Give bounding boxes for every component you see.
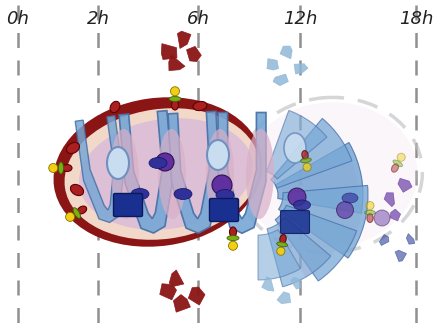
Wedge shape xyxy=(258,230,300,280)
Text: 0h: 0h xyxy=(6,10,29,28)
Polygon shape xyxy=(262,277,274,291)
Ellipse shape xyxy=(301,158,311,163)
Ellipse shape xyxy=(206,129,234,219)
Ellipse shape xyxy=(392,164,399,172)
Polygon shape xyxy=(384,193,395,207)
Ellipse shape xyxy=(107,147,129,179)
Ellipse shape xyxy=(374,210,390,226)
Ellipse shape xyxy=(216,189,234,200)
Polygon shape xyxy=(174,295,190,312)
Ellipse shape xyxy=(156,153,174,171)
Wedge shape xyxy=(281,153,358,204)
Ellipse shape xyxy=(366,202,374,210)
Polygon shape xyxy=(390,209,400,221)
Ellipse shape xyxy=(284,133,306,163)
Text: 2h: 2h xyxy=(86,10,109,28)
Ellipse shape xyxy=(243,103,417,247)
Ellipse shape xyxy=(77,206,87,214)
Polygon shape xyxy=(162,44,177,59)
Ellipse shape xyxy=(294,200,311,210)
Ellipse shape xyxy=(228,241,238,250)
Polygon shape xyxy=(119,111,173,233)
Ellipse shape xyxy=(207,140,229,170)
Polygon shape xyxy=(294,64,308,74)
Polygon shape xyxy=(169,270,184,286)
Polygon shape xyxy=(277,292,291,304)
Ellipse shape xyxy=(65,212,75,221)
Ellipse shape xyxy=(227,235,239,240)
Polygon shape xyxy=(178,31,191,48)
Ellipse shape xyxy=(302,151,308,159)
Ellipse shape xyxy=(171,100,178,110)
FancyBboxPatch shape xyxy=(210,198,239,221)
Polygon shape xyxy=(75,116,123,222)
Ellipse shape xyxy=(288,188,306,206)
Wedge shape xyxy=(275,205,357,281)
Ellipse shape xyxy=(170,87,179,96)
Text: 18h: 18h xyxy=(399,10,433,28)
Ellipse shape xyxy=(149,158,167,168)
Ellipse shape xyxy=(111,129,139,219)
Polygon shape xyxy=(280,46,292,59)
Ellipse shape xyxy=(230,227,236,237)
Ellipse shape xyxy=(73,208,81,218)
Polygon shape xyxy=(168,111,219,233)
Ellipse shape xyxy=(397,153,405,161)
Polygon shape xyxy=(160,284,177,300)
Ellipse shape xyxy=(336,201,353,218)
Wedge shape xyxy=(271,118,352,188)
Ellipse shape xyxy=(169,97,181,102)
Ellipse shape xyxy=(110,101,120,113)
Text: 12h: 12h xyxy=(283,10,318,28)
Polygon shape xyxy=(398,178,412,192)
Polygon shape xyxy=(380,234,389,245)
Polygon shape xyxy=(267,59,279,70)
Polygon shape xyxy=(218,113,266,233)
Ellipse shape xyxy=(367,213,373,222)
Ellipse shape xyxy=(58,162,64,174)
Ellipse shape xyxy=(49,164,58,172)
Polygon shape xyxy=(291,277,301,289)
Wedge shape xyxy=(267,217,331,287)
Ellipse shape xyxy=(158,129,186,219)
Ellipse shape xyxy=(277,247,285,255)
Ellipse shape xyxy=(70,184,84,196)
Ellipse shape xyxy=(212,175,232,195)
Wedge shape xyxy=(279,185,368,258)
Text: 6h: 6h xyxy=(186,10,210,28)
Polygon shape xyxy=(186,46,201,61)
Ellipse shape xyxy=(280,234,286,243)
Polygon shape xyxy=(188,287,205,305)
Ellipse shape xyxy=(62,165,72,171)
Ellipse shape xyxy=(364,210,376,215)
FancyBboxPatch shape xyxy=(113,193,142,216)
Wedge shape xyxy=(284,198,363,247)
Ellipse shape xyxy=(342,193,358,203)
FancyBboxPatch shape xyxy=(280,210,310,233)
Ellipse shape xyxy=(66,142,80,154)
Ellipse shape xyxy=(131,188,149,199)
Wedge shape xyxy=(267,111,327,179)
Ellipse shape xyxy=(65,108,259,240)
Polygon shape xyxy=(395,250,407,262)
Wedge shape xyxy=(275,143,363,213)
Ellipse shape xyxy=(303,163,311,171)
Ellipse shape xyxy=(393,160,403,167)
Ellipse shape xyxy=(246,129,274,219)
Ellipse shape xyxy=(193,102,207,111)
Ellipse shape xyxy=(79,118,253,230)
Polygon shape xyxy=(169,55,185,70)
Polygon shape xyxy=(273,74,288,86)
Ellipse shape xyxy=(53,97,263,247)
Polygon shape xyxy=(406,233,415,244)
Ellipse shape xyxy=(277,242,287,247)
Ellipse shape xyxy=(174,188,192,199)
Wedge shape xyxy=(275,212,340,277)
